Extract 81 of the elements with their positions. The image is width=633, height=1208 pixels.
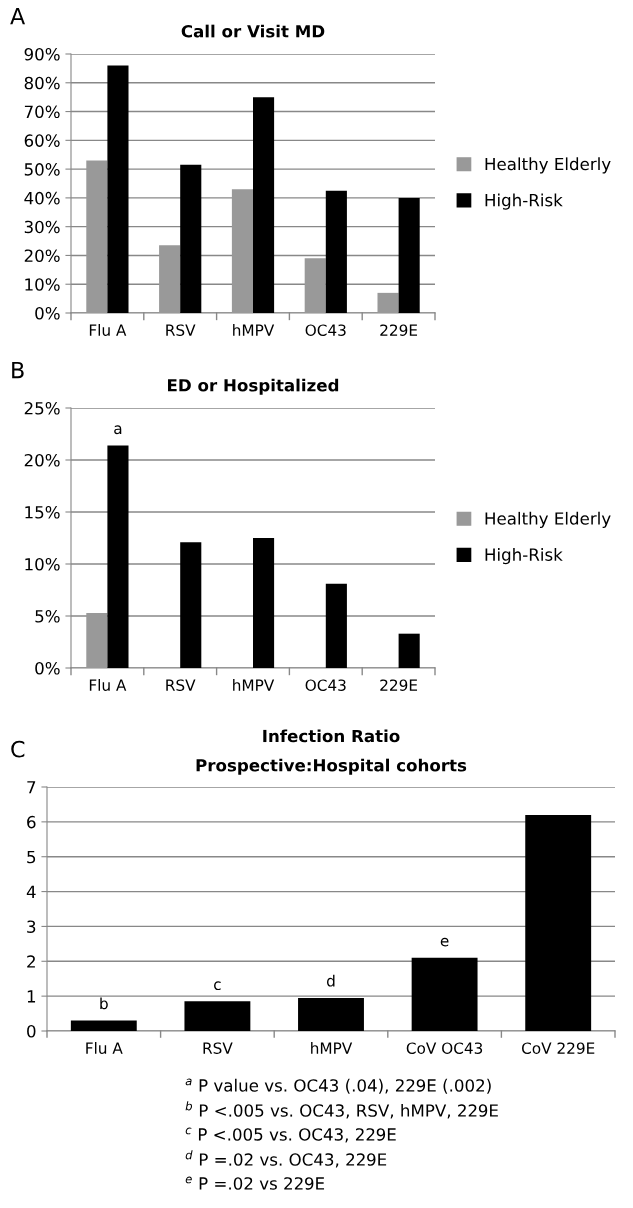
x-tick-label: Flu A bbox=[89, 324, 127, 336]
x-tick-label: hMPV bbox=[233, 679, 275, 691]
y-tick-label: 60% bbox=[24, 134, 60, 147]
y-tick-label: 70% bbox=[24, 105, 60, 119]
y-tick-label: 20% bbox=[24, 453, 60, 467]
bar bbox=[159, 245, 181, 313]
y-tick-label: 25% bbox=[24, 401, 60, 415]
bar bbox=[377, 292, 399, 313]
text: $^{e}$ P =.02 vs 229E bbox=[185, 1176, 325, 1190]
x-tick-label: Flu A bbox=[86, 1042, 123, 1054]
y-tick-label: 7 bbox=[27, 781, 36, 794]
y-tick-label: 1 bbox=[27, 990, 36, 1003]
legend-label: Healthy Elderly bbox=[485, 157, 611, 174]
y-tick-label: 15% bbox=[25, 505, 60, 519]
chart-title: Infection Ratio bbox=[263, 729, 400, 743]
y-tick-label: 4 bbox=[26, 885, 36, 898]
y-tick-label: 6 bbox=[27, 815, 36, 829]
y-tick-label: 0% bbox=[35, 661, 60, 675]
x-tick-label: RSV bbox=[166, 324, 196, 336]
y-tick-label: 10% bbox=[25, 557, 60, 571]
y-tick-label: 5% bbox=[35, 609, 60, 623]
x-tick-label: CoV OC43 bbox=[406, 1042, 483, 1054]
y-tick-label: 0% bbox=[35, 306, 60, 320]
y-tick-label: 50% bbox=[24, 163, 60, 176]
bar bbox=[325, 583, 347, 668]
x-tick-label: OC43 bbox=[305, 679, 346, 691]
text: B bbox=[12, 361, 24, 379]
x-tick-label: OC43 bbox=[305, 324, 346, 336]
bar bbox=[70, 1020, 137, 1031]
x-tick-label: RSV bbox=[166, 679, 196, 691]
y-tick-label: 5 bbox=[27, 850, 36, 864]
bar bbox=[411, 957, 478, 1031]
x-tick-label: 229E bbox=[380, 324, 418, 336]
y-tick-label: 20% bbox=[24, 249, 60, 263]
y-tick-label: 3 bbox=[27, 920, 36, 933]
bar bbox=[253, 538, 275, 668]
bar bbox=[107, 445, 129, 668]
bar bbox=[253, 97, 275, 313]
annotation: d bbox=[326, 974, 335, 987]
text: $^{b}$ P <.005 vs. OC43, RSV, hMPV, 229E bbox=[185, 1101, 498, 1119]
x-tick-label: CoV 229E bbox=[521, 1042, 595, 1054]
bar bbox=[231, 189, 253, 313]
chart-title: ED or Hospitalized bbox=[168, 378, 339, 395]
legend-label: High-Risk bbox=[485, 548, 563, 565]
bar bbox=[325, 190, 347, 313]
bar bbox=[398, 633, 420, 668]
legend-label: Healthy Elderly bbox=[485, 511, 611, 528]
bar bbox=[398, 197, 420, 313]
bar bbox=[180, 164, 202, 313]
text: A bbox=[10, 7, 26, 25]
annotation: b bbox=[100, 997, 108, 1010]
bar bbox=[304, 258, 326, 313]
chart-subtitle: Prospective:Hospital cohorts bbox=[196, 758, 467, 775]
bar bbox=[298, 997, 364, 1031]
x-tick-label: 229E bbox=[380, 679, 418, 691]
y-tick-label: 80% bbox=[24, 76, 60, 90]
text: C bbox=[11, 740, 25, 758]
bar bbox=[107, 65, 129, 313]
x-tick-label: hMPV bbox=[233, 324, 275, 336]
legend-label: High-Risk bbox=[485, 193, 563, 210]
bar bbox=[86, 612, 108, 668]
y-tick-label: 10% bbox=[25, 278, 60, 291]
x-tick-label: hMPV bbox=[311, 1042, 353, 1054]
y-tick-label: 30% bbox=[24, 220, 60, 234]
annotation: a bbox=[114, 425, 122, 435]
y-tick-label: 0 bbox=[27, 1024, 36, 1038]
y-tick-label: 2 bbox=[27, 955, 35, 968]
x-tick-label: Flu A bbox=[89, 679, 127, 691]
text: $^{a}$ P value vs. OC43 (.04), 229E (.002) bbox=[185, 1078, 491, 1094]
y-tick-label: 90% bbox=[24, 47, 60, 61]
annotation: c bbox=[214, 981, 221, 991]
y-tick-label: 40% bbox=[24, 191, 60, 205]
text: $^{c}$ P <.005 vs. OC43, 229E bbox=[185, 1127, 396, 1143]
bar bbox=[525, 814, 592, 1031]
bar bbox=[180, 542, 202, 668]
chart-title: Call or Visit MD bbox=[181, 24, 325, 38]
annotation: e bbox=[440, 937, 449, 947]
x-tick-label: RSV bbox=[203, 1042, 233, 1054]
bar bbox=[184, 1001, 251, 1031]
text: $^{d}$ P =.02 vs. OC43, 229E bbox=[185, 1150, 387, 1168]
bar bbox=[86, 160, 108, 313]
